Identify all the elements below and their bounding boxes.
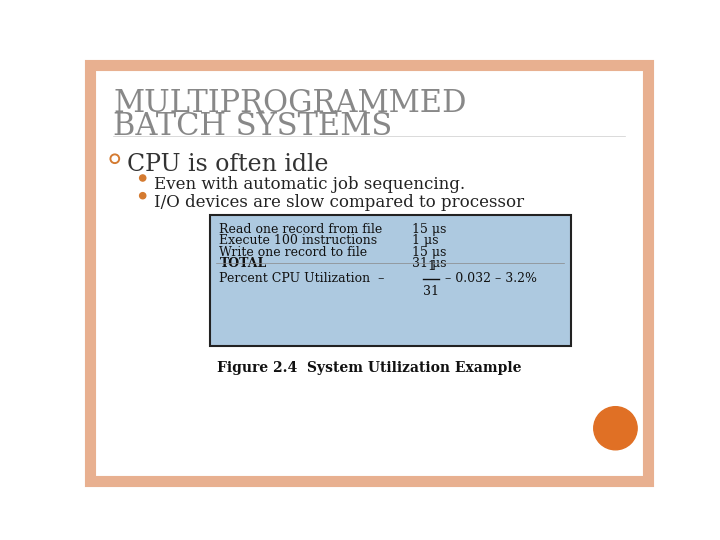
- Text: Figure 2.4  System Utilization Example: Figure 2.4 System Utilization Example: [217, 361, 521, 375]
- Text: Write one record to file: Write one record to file: [220, 246, 367, 259]
- Text: MULTIPROGRAMMED: MULTIPROGRAMMED: [113, 88, 467, 119]
- Text: 15 μs: 15 μs: [412, 246, 446, 259]
- Text: 1: 1: [427, 260, 435, 273]
- Circle shape: [594, 407, 637, 450]
- Circle shape: [140, 193, 145, 199]
- Text: 15 μs: 15 μs: [412, 222, 446, 235]
- FancyBboxPatch shape: [210, 215, 570, 346]
- Text: CPU is often idle: CPU is often idle: [127, 153, 329, 177]
- Circle shape: [140, 175, 145, 181]
- Circle shape: [110, 154, 120, 164]
- Text: – 0.032 – 3.2%: – 0.032 – 3.2%: [445, 272, 537, 285]
- Text: Even with automatic job sequencing.: Even with automatic job sequencing.: [153, 177, 464, 193]
- Text: 31: 31: [423, 285, 439, 298]
- FancyBboxPatch shape: [90, 65, 648, 481]
- Text: Read one record from file: Read one record from file: [220, 222, 382, 235]
- Text: TOTAL: TOTAL: [220, 257, 266, 271]
- Text: I/O devices are slow compared to processor: I/O devices are slow compared to process…: [153, 194, 523, 211]
- Text: Percent CPU Utilization  –: Percent CPU Utilization –: [220, 272, 384, 285]
- Text: BATCH SYSTEMS: BATCH SYSTEMS: [113, 111, 392, 142]
- Text: 1 μs: 1 μs: [412, 234, 438, 247]
- Text: Execute 100 instructions: Execute 100 instructions: [220, 234, 377, 247]
- Text: 31 μs: 31 μs: [412, 257, 446, 271]
- Circle shape: [112, 156, 117, 161]
